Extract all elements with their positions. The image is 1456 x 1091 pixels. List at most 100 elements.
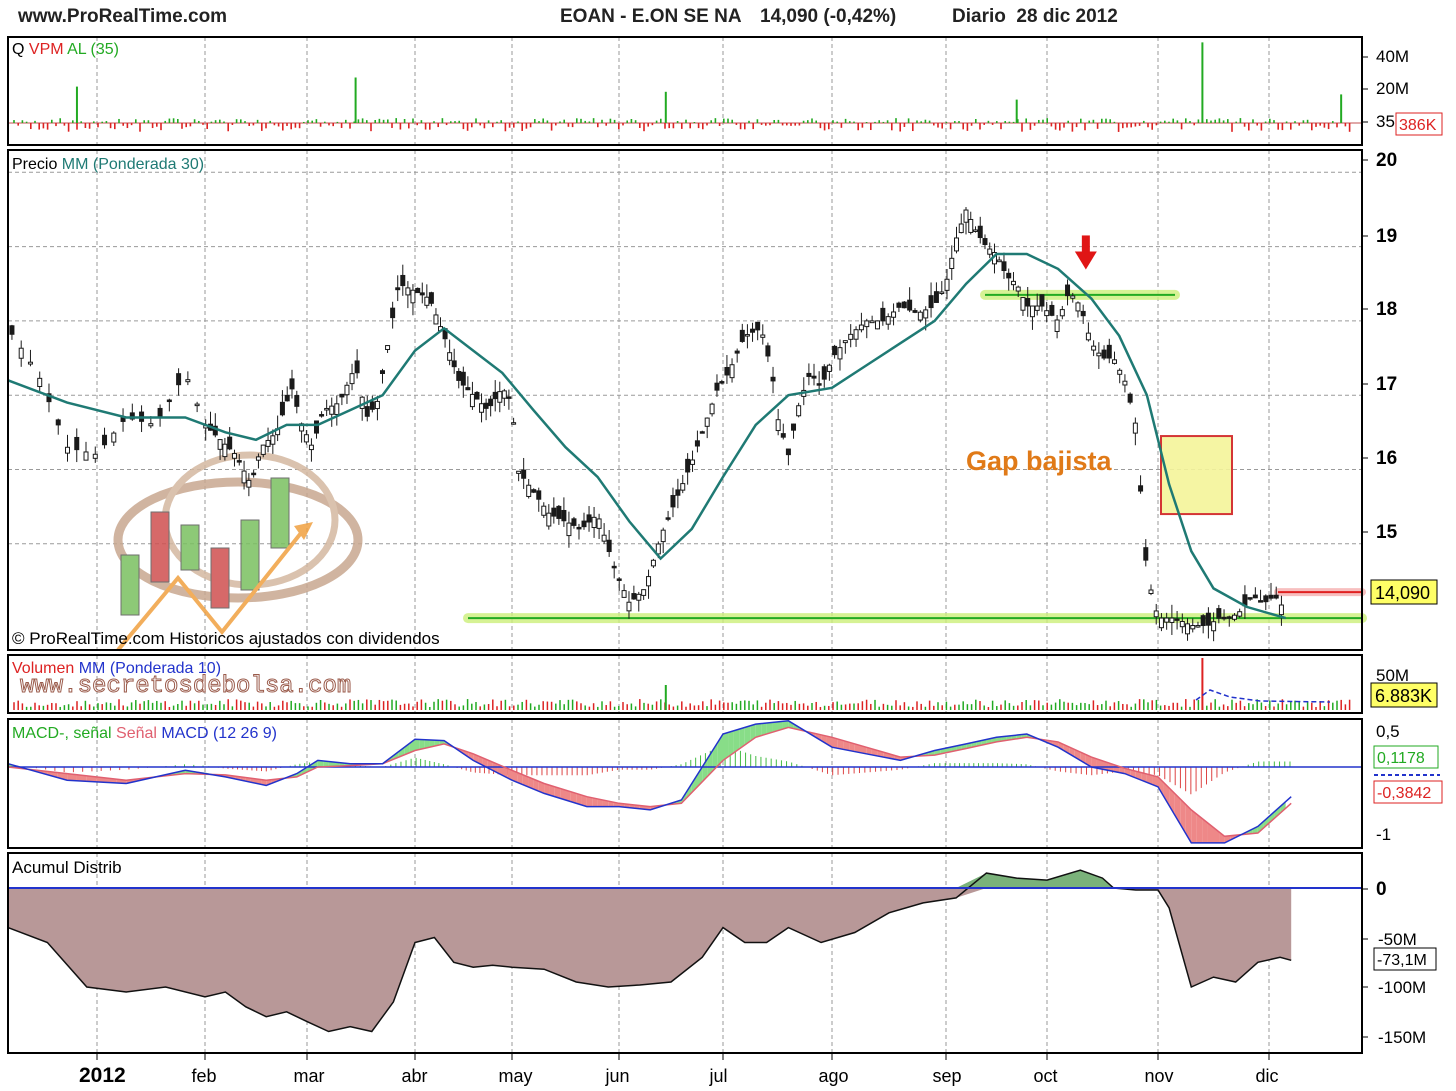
candle (1006, 272, 1012, 279)
macd-fill (538, 781, 545, 794)
candle (92, 453, 98, 459)
macd-fill (1269, 811, 1275, 824)
price-panel: Gap bajista Precio MM (Ponderada 30) © Pro… (7, 149, 1438, 652)
panel-frame (7, 149, 1363, 651)
candle (339, 393, 345, 398)
candle (284, 394, 290, 402)
macd-fill (702, 758, 708, 782)
macd-fill (560, 788, 566, 800)
candle (1247, 597, 1253, 600)
candle (1015, 286, 1021, 292)
macd-fill (549, 785, 555, 797)
signal-last-value: -0,3842 (1377, 785, 1431, 802)
candle (289, 378, 295, 390)
candle (704, 417, 710, 427)
candle (385, 345, 391, 351)
macd-fill (528, 776, 534, 789)
candle (27, 361, 33, 365)
macd-fill (533, 779, 539, 792)
candle (400, 274, 406, 287)
candle (1237, 611, 1243, 617)
candle (675, 489, 681, 496)
candle (785, 448, 791, 456)
site-title: www.ProRealTime.com (18, 6, 228, 27)
volume-last-box (1370, 682, 1438, 708)
candle (551, 507, 557, 517)
candle (982, 238, 988, 246)
candle (963, 209, 969, 223)
candle (837, 347, 843, 360)
macd-fill (1185, 804, 1192, 843)
candle (928, 295, 934, 309)
candle (694, 440, 700, 447)
candle (1205, 612, 1211, 626)
candle (606, 539, 612, 553)
gap-label: Gap bajista (966, 446, 1113, 476)
candle (1059, 309, 1065, 317)
candle (896, 302, 902, 308)
candle (64, 446, 70, 454)
candle (646, 576, 652, 587)
volume-ma-line (1195, 689, 1331, 703)
volume-tick-label: 50M (1376, 666, 1409, 685)
panel-title: Precio MM (Ponderada 30) (12, 156, 204, 173)
macd-fill (686, 783, 692, 798)
acum-negative-area (8, 888, 1292, 1032)
candle (775, 419, 781, 432)
macd-fill (1146, 774, 1153, 785)
x-tick-label: 2012 (79, 1064, 126, 1087)
x-tick-label: dic (1256, 1066, 1279, 1086)
candle (811, 375, 817, 379)
macd-fill (424, 739, 430, 749)
macd-fill (1219, 831, 1225, 843)
vpm-tick-label: 20M (1376, 79, 1409, 98)
candle (349, 373, 355, 385)
macd-fill (67, 773, 77, 781)
acum-distrib-panel: Acumul Distrib 0 -50M -100M -150M -73,1M (7, 852, 1437, 1054)
macd-fill (544, 783, 550, 796)
candle (621, 590, 627, 598)
logo-ring (113, 477, 363, 603)
candle (954, 237, 960, 252)
macd-fill (843, 740, 850, 751)
candle (369, 401, 375, 410)
macd-fill (266, 779, 272, 786)
price-tick-label: 20 (1376, 150, 1397, 171)
candle (1080, 310, 1086, 317)
logo-candle-4 (240, 519, 260, 591)
candle (1226, 616, 1232, 619)
candle (157, 407, 163, 418)
macd-fill (1257, 821, 1264, 833)
macd-fill (744, 725, 751, 745)
candle (901, 301, 907, 309)
candle (853, 329, 859, 340)
candle (1179, 621, 1185, 628)
candle (241, 470, 247, 484)
macd-fill (821, 734, 827, 744)
x-tick-label: jul (709, 1066, 728, 1086)
candle (670, 495, 676, 508)
candle (479, 403, 485, 413)
candle (1158, 617, 1164, 629)
candle (1039, 294, 1045, 307)
macd-fill (415, 739, 420, 751)
macd-fill (761, 723, 767, 736)
candle (1153, 610, 1159, 618)
candle (1049, 304, 1055, 316)
candle (222, 443, 228, 458)
panel-title-part-0: Precio (12, 156, 62, 173)
macd-fill (1196, 814, 1203, 843)
acum-last-value: -73,1M (1377, 952, 1427, 969)
candle (765, 345, 771, 357)
acum-last-value-box (1373, 947, 1437, 971)
volume-last-label: 6.883K (1375, 686, 1432, 706)
candle (586, 514, 592, 523)
macd-fill (750, 724, 756, 742)
panel-frame (7, 852, 1363, 1054)
panel-title-part-1: Señal (116, 725, 161, 742)
candle (576, 526, 582, 530)
candle (324, 407, 330, 411)
x-tick-label: oct (1034, 1066, 1058, 1086)
candle (907, 299, 913, 311)
candle (591, 516, 597, 529)
